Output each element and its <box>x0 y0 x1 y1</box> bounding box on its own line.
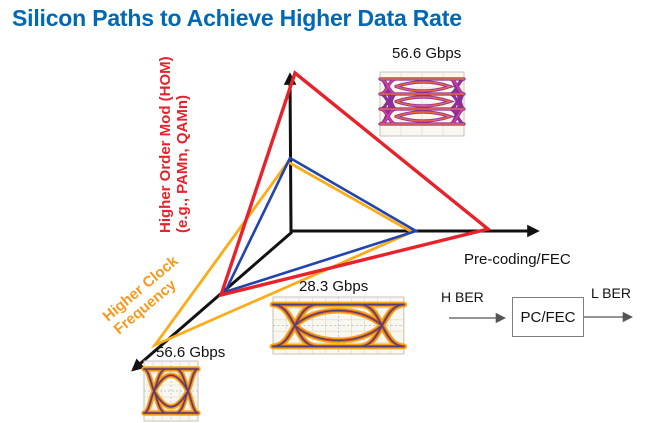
slide-title: Silicon Paths to Achieve Higher Data Rat… <box>12 5 462 31</box>
pam4-eye-image <box>378 71 466 137</box>
nrz56-eye-image <box>141 360 201 422</box>
hom-axis-label-line1: Higher Order Mod (HOM) <box>157 56 174 233</box>
fec-arrows-group <box>449 311 634 324</box>
tradeoff-paths-group <box>150 70 492 349</box>
vertical-axis-hom <box>283 72 297 233</box>
baseline-path <box>222 156 420 295</box>
diagonal-axis-clock <box>131 230 293 372</box>
fec-output-label: L BER <box>591 285 631 301</box>
nrz28-eye-image <box>269 296 408 355</box>
hom-path <box>218 70 492 298</box>
pcfec-box-label: PC/FEC <box>520 308 576 326</box>
pam4-eye-label: 56.6 Gbps <box>392 45 462 62</box>
precoding-axis-label: Pre-coding/FEC <box>464 251 571 268</box>
nrz56-eye-label: 56.6 Gbps <box>156 344 226 361</box>
pcfec-box: PC/FEC <box>512 297 584 337</box>
hom-axis-label: Higher Order Mod (HOM) (e.g., PAMn, QAMn… <box>157 43 193 233</box>
hom-axis-label-line2: (e.g., PAMn, QAMn) <box>174 94 191 233</box>
fec-input-label: H BER <box>441 289 484 305</box>
nrz28-eye-label: 28.3 Gbps <box>299 278 369 295</box>
clock-frequency-path <box>150 160 416 349</box>
